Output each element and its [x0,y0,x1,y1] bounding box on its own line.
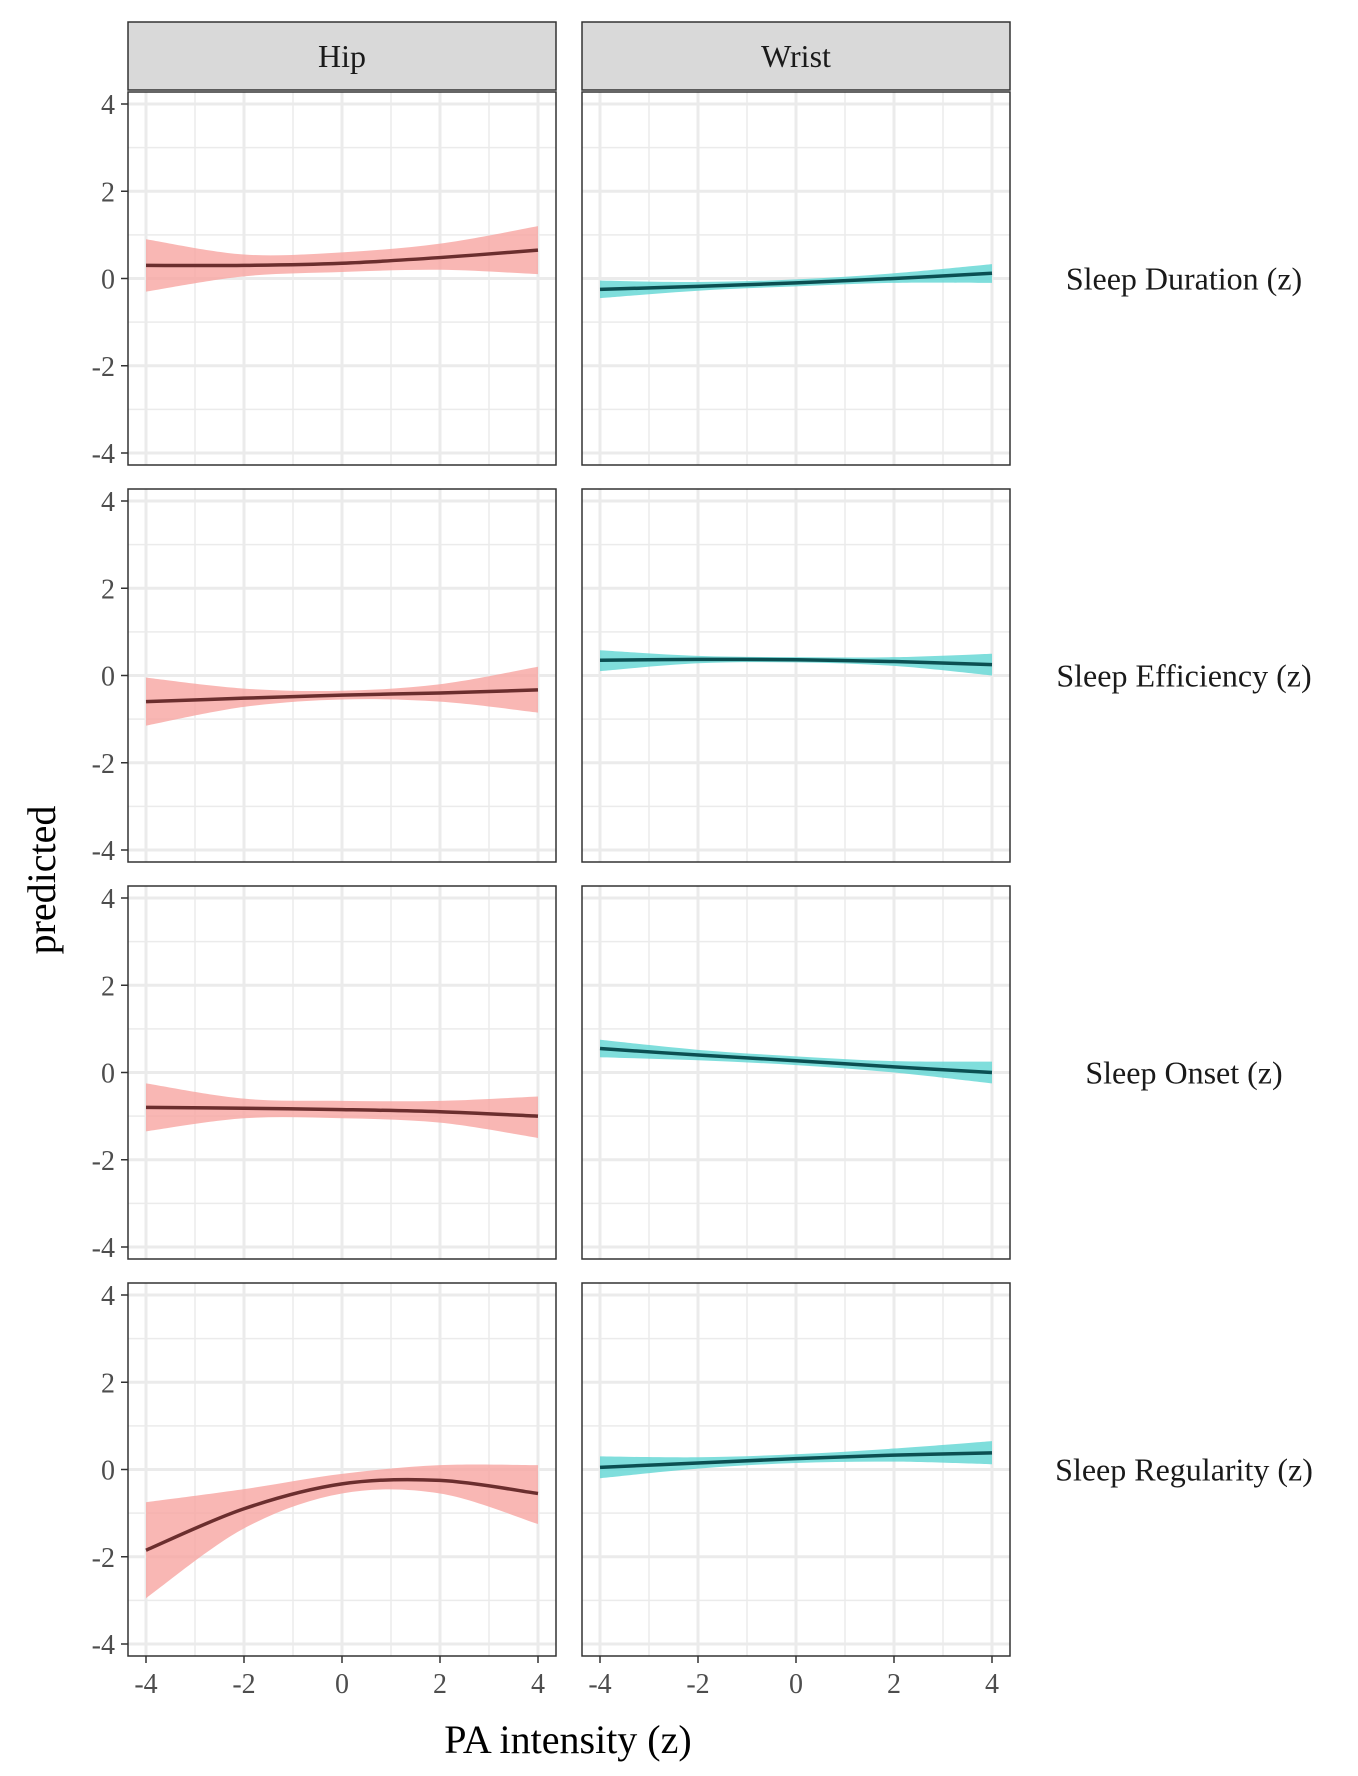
axes: -4 -2 0 2 4 -4 -2 0 2 4 -4 -2 0 2 4 -4 -2 0 2 4 -4 -2 0 2 4 -4 -2 0… [92,90,999,1700]
x-tick-label: 4 [531,1669,545,1700]
panel-wrist-sleep-duration [581,91,1011,466]
prediction-line [599,1451,993,1470]
confidence-ribbon [146,1464,538,1599]
y-tick-label: -4 [92,1630,115,1661]
y-tick-label: 4 [101,884,115,915]
panel-hip-sleep-efficiency [127,488,557,863]
y-tick-label: 0 [101,1456,115,1487]
y-tick-label: 4 [101,487,115,518]
strip-label-wrist: Wrist [761,38,831,74]
x-tick-label: -2 [686,1669,709,1700]
x-axis-title: PA intensity (z) [444,1717,691,1762]
y-tick-label: -2 [92,1543,115,1574]
strip-wrist [581,21,1011,91]
y-tick-label: 4 [101,90,115,121]
confidence-ribbon [146,226,538,292]
row-label-sleep-efficiency: Sleep Efficiency (z) [1056,658,1311,694]
prediction-line [145,688,539,704]
prediction-line [145,248,539,268]
row-label-sleep-duration: Sleep Duration (z) [1066,261,1302,297]
prediction-line [599,1046,993,1075]
panel-hip-sleep-duration [127,91,557,466]
prediction-line [145,1105,539,1118]
prediction-line [599,271,993,292]
confidence-ribbon [600,650,992,676]
y-tick-label: -4 [92,836,115,867]
panel-border [581,488,1011,863]
x-tick-label: 4 [985,1669,999,1700]
row-labels: Sleep Duration (z) Sleep Efficiency (z) Sl… [1055,261,1313,1488]
panel-wrist-sleep-onset [581,885,1011,1260]
row-label-sleep-regularity: Sleep Regularity (z) [1055,1452,1313,1488]
y-tick-label: 2 [101,971,115,1002]
panel-wrist-sleep-efficiency [581,488,1011,863]
y-tick-label: 0 [101,265,115,296]
panel-wrist-sleep-regularity [581,1282,1011,1657]
panel-border [581,91,1011,466]
x-tick-label: -4 [134,1669,157,1700]
y-tick-label: -4 [92,1233,115,1264]
row-label-sleep-onset: Sleep Onset (z) [1085,1055,1282,1091]
x-tick-label: -2 [232,1669,255,1700]
strip-hip [127,21,557,91]
prediction-line [145,1477,539,1552]
x-tick-label: 2 [433,1669,447,1700]
y-axis-title: predicted [19,806,64,955]
prediction-line [599,657,993,667]
y-tick-label: 2 [101,1368,115,1399]
y-tick-label: 2 [101,177,115,208]
panel-border [581,885,1011,1260]
y-tick-label: -2 [92,749,115,780]
column-strips: Hip Wrist [127,21,1011,91]
strip-label-hip: Hip [318,38,366,74]
panel-hip-sleep-onset [127,885,557,1260]
x-tick-label: -4 [588,1669,611,1700]
y-tick-label: -2 [92,352,115,383]
y-tick-label: 0 [101,662,115,693]
y-tick-label: 2 [101,574,115,605]
y-tick-label: -2 [92,1146,115,1177]
facet-panels [127,91,1011,1657]
y-tick-label: 0 [101,1059,115,1090]
panel-hip-sleep-regularity [127,1282,557,1657]
x-tick-label: 2 [887,1669,901,1700]
y-tick-label: 4 [101,1281,115,1312]
y-tick-label: -4 [92,439,115,470]
x-tick-label: 0 [335,1669,349,1700]
x-tick-label: 0 [789,1669,803,1700]
